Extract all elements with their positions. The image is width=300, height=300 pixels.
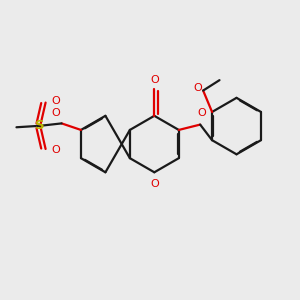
Text: O: O: [51, 146, 60, 155]
Text: O: O: [51, 108, 60, 118]
Text: S: S: [35, 119, 45, 132]
Text: O: O: [51, 96, 60, 106]
Text: O: O: [193, 82, 202, 93]
Text: O: O: [150, 75, 159, 85]
Text: O: O: [197, 108, 206, 118]
Text: O: O: [150, 179, 159, 189]
